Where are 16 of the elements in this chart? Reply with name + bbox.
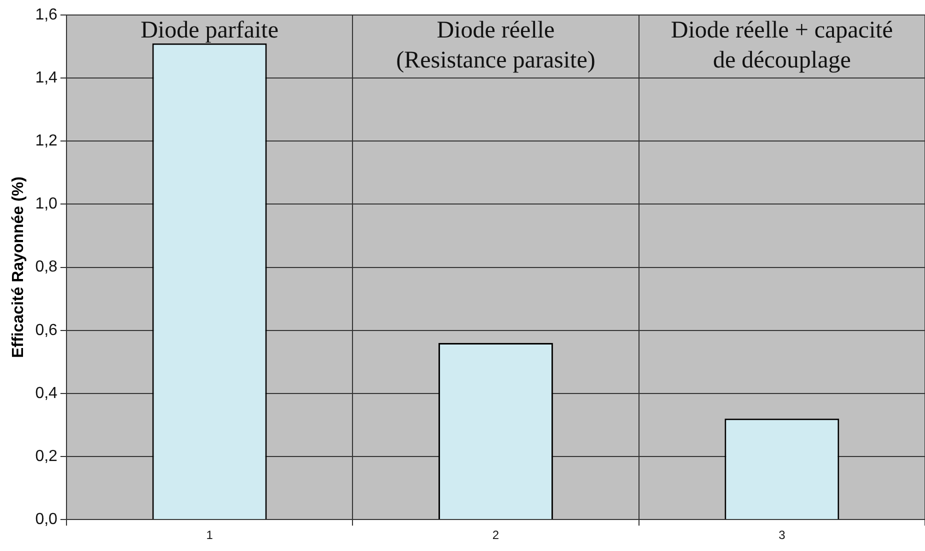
y-tick-label: 0,6 [35,322,58,339]
annotation: Diode réelle + capacité de découplage [670,17,893,74]
x-tick-label: 2 [492,528,500,542]
annotation: Diode parfaite [140,17,279,44]
y-tick-label: 0,2 [35,448,58,465]
y-tick-label: 1,2 [35,132,58,150]
y-tick-label: 0,0 [35,511,58,528]
y-tick-label: 0,4 [35,384,58,402]
annotation: Diode réelle (Resistance parasite) [396,17,596,74]
x-tick-label: 3 [778,528,786,542]
y-tick-label: 0,8 [35,258,58,276]
y-tick-label: 1,4 [35,69,58,86]
y-tick-label: 1,6 [35,6,58,24]
y-axis-title: Efficacité Rayonnée (%) [10,176,28,358]
x-tick-label: 1 [206,528,214,542]
y-tick-label: 1,0 [35,196,58,213]
